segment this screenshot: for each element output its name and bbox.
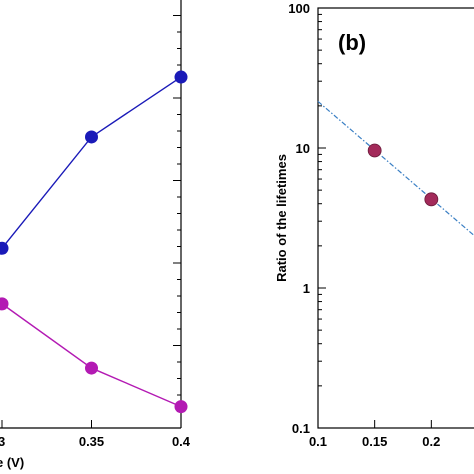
panel-b-fit-line xyxy=(317,101,474,237)
panel-b-x-tick-label: 0.15 xyxy=(362,434,387,449)
panel-a-series-1-point xyxy=(0,297,9,311)
panel-a-series-0-point xyxy=(0,241,9,255)
panel-b-point xyxy=(424,192,439,207)
panel-b-y-tick-label: 100 xyxy=(288,1,310,16)
panel-a-series-1-line xyxy=(1,303,182,408)
panel-b-point xyxy=(367,143,382,158)
panel-b-y-tick-labels: 0.1 1 10 100 xyxy=(288,1,310,436)
panel-a-x-tick-label: 3 xyxy=(0,434,5,449)
panel-b-ticks xyxy=(317,13,432,429)
panel-a-series-1-point xyxy=(174,400,188,414)
panel-a-series xyxy=(0,70,188,414)
panel-b-y-tick-label: 10 xyxy=(296,141,310,156)
panel-b-y-tick-label: 0.1 xyxy=(292,421,310,436)
panel-b-series xyxy=(367,143,439,207)
panel-b-x-tick-labels: 0.1 0.15 0.2 xyxy=(309,434,440,449)
panel-b-y-axis-label: Ratio of the lifetimes xyxy=(274,154,289,282)
panel-b-x-tick-label: 0.1 xyxy=(309,434,327,449)
panel-a-series-0-point xyxy=(85,130,98,144)
panel-b-fit-line-path xyxy=(317,101,474,237)
panel-a-x-tick-labels: 3 0.35 0.4 xyxy=(0,434,191,449)
panel-a-x-tick-label: 0.35 xyxy=(79,434,104,449)
panel-a: 3 0.35 0.4 e (V) xyxy=(0,0,191,470)
panel-b-axes-box xyxy=(317,7,474,429)
panel-a-x-axis-label: e (V) xyxy=(0,455,24,470)
panel-a-series-1-point xyxy=(85,361,98,375)
panel-b-label: (b) xyxy=(338,30,366,55)
panel-a-series-0-line xyxy=(1,76,182,249)
panel-b-y-tick-label: 1 xyxy=(303,281,310,296)
panel-a-ticks xyxy=(1,15,182,429)
panel-a-x-tick-label: 0.4 xyxy=(172,434,191,449)
panel-b-x-tick-label: 0.2 xyxy=(422,434,440,449)
panel-b: 0.1 1 10 100 0.1 0.15 0.2 (b) Ratio of the li… xyxy=(274,1,474,449)
panel-a-series-0-point xyxy=(174,70,188,84)
